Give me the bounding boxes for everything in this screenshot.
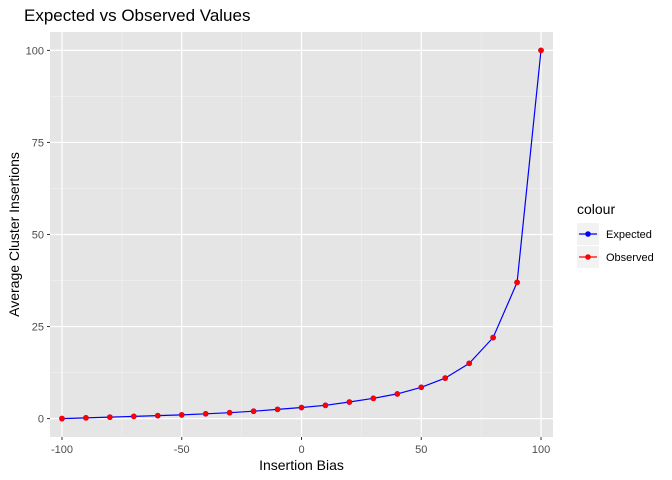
y-tick-label: 100 [26, 45, 44, 57]
x-axis-ticks: -100 -50 0 50 100 [51, 437, 550, 456]
x-tick-label: 0 [298, 444, 304, 456]
legend-key-point [585, 231, 591, 237]
point-observed [346, 399, 353, 405]
x-tick-label: 100 [532, 444, 550, 456]
x-axis-title: Insertion Bias [259, 457, 344, 473]
point-observed [418, 384, 425, 391]
x-tick-label: -100 [51, 444, 73, 456]
point-observed [514, 279, 520, 286]
legend-key-point [585, 254, 591, 260]
y-axis-title: Average Cluster Insertions [6, 152, 22, 317]
legend-label-observed: Observed [606, 252, 654, 264]
data-points [59, 47, 544, 422]
chart-title: Expected vs Observed Values [24, 6, 250, 25]
y-tick-label: 0 [38, 414, 44, 426]
point-observed [394, 391, 401, 397]
y-tick-label: 75 [32, 137, 44, 149]
point-observed [131, 413, 137, 420]
legend-label-expected: Expected [606, 229, 652, 241]
point-observed [442, 375, 449, 381]
x-tick-label: 50 [415, 444, 427, 456]
y-axis-ticks: 0 25 50 75 100 [26, 45, 50, 426]
point-observed [178, 412, 185, 418]
point-observed [370, 395, 377, 402]
point-observed [298, 404, 305, 411]
point-observed [107, 414, 113, 420]
point-observed [154, 412, 161, 419]
legend-title: colour [577, 201, 615, 217]
point-observed [466, 360, 472, 367]
point-observed [274, 406, 281, 413]
y-tick-label: 25 [32, 322, 44, 334]
grid-major [50, 32, 553, 437]
point-observed [490, 334, 496, 341]
x-tick-label: -50 [174, 444, 190, 456]
y-tick-label: 50 [32, 230, 44, 242]
point-observed [59, 415, 65, 422]
point-observed [250, 408, 257, 415]
point-observed [202, 411, 209, 417]
point-observed [322, 402, 329, 409]
point-observed [83, 415, 89, 421]
point-observed [226, 409, 233, 416]
legend: colour Expected Observed [577, 201, 654, 268]
point-observed [538, 47, 544, 54]
